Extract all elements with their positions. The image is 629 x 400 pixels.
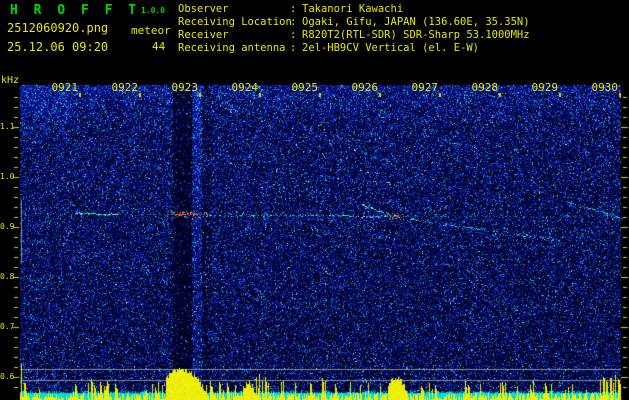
time-tick-label: 0923	[171, 81, 199, 94]
time-tick-label: 0925	[291, 81, 319, 94]
station-row-label: Receiving antenna	[178, 42, 286, 54]
station-row-separator: :	[290, 3, 297, 15]
mode-label: meteor	[131, 24, 171, 37]
time-tick-label: 0928	[471, 81, 499, 94]
meteor-echo-count: 44	[152, 40, 166, 53]
freq-tick-label: 0.9	[0, 222, 15, 231]
time-tick-label: 0924	[231, 81, 259, 94]
time-tick-label: 0929	[531, 81, 559, 94]
freq-tick-label: 1.1	[0, 122, 15, 131]
station-row: Receiving Location: Ogaki, Gifu, JAPAN (1…	[178, 16, 530, 29]
station-row-separator: :	[290, 42, 297, 54]
freq-tick-label: 0.6	[0, 372, 15, 381]
station-row: Receiving antenna:2el-HB9CV Vertical (el…	[178, 42, 530, 55]
time-tick-label: 0927	[411, 81, 439, 94]
freq-tick-label: 0.7	[0, 322, 15, 331]
time-tick-label: 0921	[51, 81, 79, 94]
station-row-label: Receiver	[178, 29, 229, 41]
freq-tick-label: 0.8	[0, 272, 15, 281]
app-version: 1.0.0	[141, 6, 166, 15]
station-row-value: Takanori Kawachi	[302, 3, 404, 15]
freq-axis-unit-label: kHz	[1, 75, 20, 86]
station-row-value: 2el-HB9CV Vertical (el. E-W)	[302, 42, 480, 54]
station-row-separator: :	[290, 29, 297, 41]
station-row-value: R820T2(RTL-SDR) SDR-Sharp 53.1000MHz	[302, 29, 530, 41]
station-row: Observer: Takanori Kawachi	[178, 3, 530, 16]
time-tick-label: 0930	[591, 81, 619, 94]
time-tick-label: 0926	[351, 81, 379, 94]
station-row-value: Ogaki, Gifu, JAPAN (136.60E, 35.35N)	[302, 16, 530, 28]
freq-tick-label: 1.0	[0, 172, 15, 181]
app-title: H R O F F T	[10, 3, 141, 18]
station-info-block: Observer: Takanori Kawachi Receiving Locat…	[178, 3, 530, 55]
output-filename: 2512060920.png	[7, 21, 109, 35]
station-row-separator: :	[290, 16, 297, 28]
record-datetime: 25.12.06 09:20	[7, 40, 109, 54]
time-tick-label: 0922	[111, 81, 139, 94]
station-row-label: Observer	[178, 3, 229, 15]
station-row: Receiver: R820T2(RTL-SDR) SDR-Sharp 53.10…	[178, 29, 530, 42]
station-row-label: Receiving Location	[178, 16, 292, 28]
